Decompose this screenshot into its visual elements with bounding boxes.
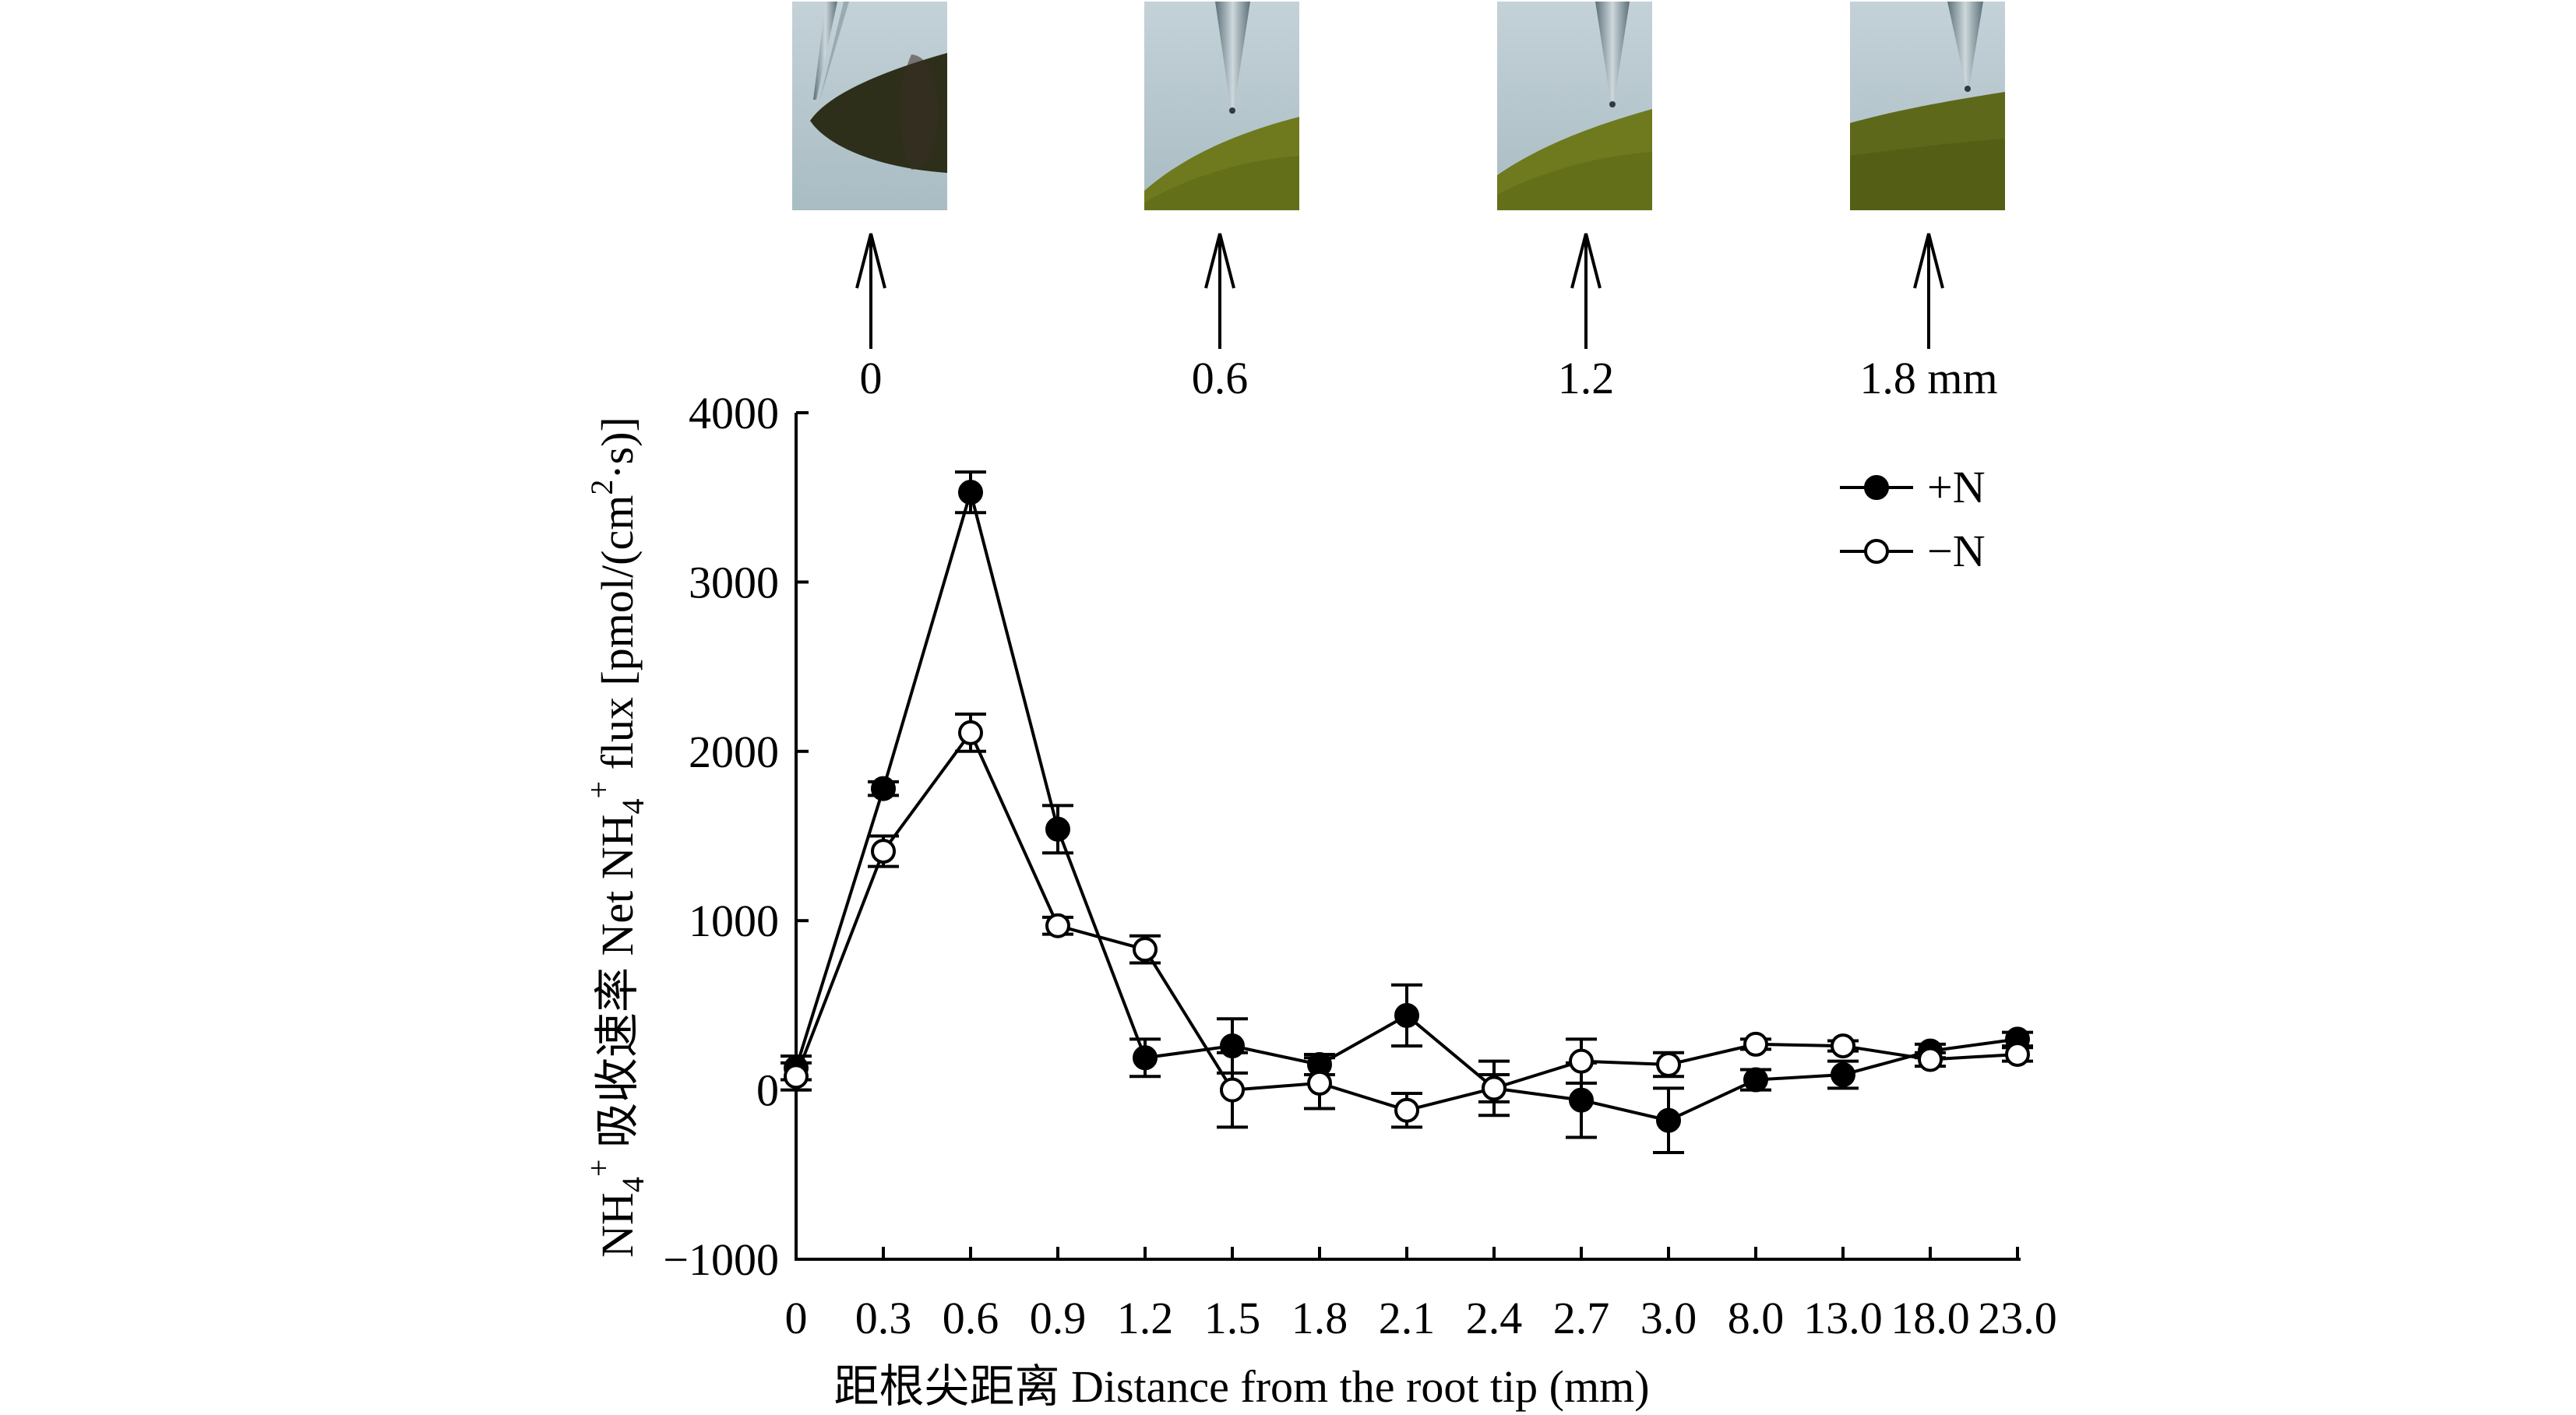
y-tick-label: −1000 (663, 1234, 779, 1285)
data-point (2005, 1041, 2030, 1067)
x-tick-label: 1.8 (1292, 1293, 1348, 1343)
y-tick-label: 2000 (689, 727, 779, 777)
photo-panel-1 (1144, 2, 1299, 210)
x-tick-label: 0.6 (943, 1293, 999, 1343)
data-point (1656, 1107, 1681, 1133)
x-tick-label: 18.0 (1891, 1293, 1970, 1343)
data-point (1569, 1087, 1594, 1113)
data-point (1045, 816, 1070, 842)
data-point (1569, 1048, 1594, 1074)
y-ticks: −1000 0 1000 2000 3000 4000 (663, 388, 809, 1285)
data-point (1394, 1097, 1419, 1123)
x-tick-label: 8.0 (1728, 1293, 1785, 1343)
photo-panel-3 (1850, 2, 2005, 210)
photo-panel-2 (1497, 2, 1652, 210)
position-label: 0.6 (1192, 353, 1249, 403)
x-tick-label: 23.0 (1978, 1293, 2057, 1343)
photo-panel-0 (792, 2, 947, 210)
legend-label: +N (1927, 462, 1986, 512)
data-point (1918, 1047, 1943, 1072)
position-label: 1.2 (1558, 353, 1615, 403)
legend-item-plus-n: +N (1840, 462, 1986, 512)
y-axis-label: NH4+ 吸收速率 Net NH4+ flux [pmol/(cm2·s)] (581, 417, 650, 1258)
legend-marker-filled (1864, 475, 1889, 500)
data-point (1831, 1033, 1855, 1059)
arrow-1 (1204, 233, 1235, 349)
data-point (1394, 1002, 1419, 1028)
data-point (1656, 1051, 1681, 1077)
x-axis-label: 距根尖距离 Distance from the root tip (mm) (833, 1361, 1649, 1412)
x-tick-label: 2.4 (1466, 1293, 1523, 1343)
series-layer (781, 470, 2033, 1155)
position-arrows (855, 233, 1944, 349)
x-tick-label: 0.9 (1030, 1293, 1087, 1343)
x-tick-label: 3.0 (1640, 1293, 1697, 1343)
y-tick-label: 1000 (689, 896, 779, 946)
position-label: 0 (860, 353, 883, 403)
y-tick-label: 3000 (689, 557, 779, 607)
legend-item-minus-n: −N (1840, 526, 1986, 576)
x-tick-label: 0 (785, 1293, 808, 1343)
x-tick-label: 13.0 (1803, 1293, 1883, 1343)
data-point (1307, 1070, 1332, 1096)
data-point (871, 839, 896, 864)
x-tick-label: 0.3 (855, 1293, 912, 1343)
arrow-3 (1913, 233, 1944, 349)
x-tick-label: 1.5 (1204, 1293, 1261, 1343)
photo-panels (792, 2, 2005, 210)
legend-marker-open (1864, 539, 1889, 564)
data-point (1133, 1045, 1158, 1071)
arrow-2 (1570, 233, 1602, 349)
legend-label: −N (1927, 526, 1986, 576)
arrow-0 (855, 233, 886, 349)
position-labels: 0 0.6 1.2 1.8 mm (860, 353, 1998, 403)
data-point (958, 720, 983, 745)
y-tick-label: 4000 (689, 388, 779, 438)
x-tick-label: 1.2 (1117, 1293, 1174, 1343)
data-point (871, 776, 896, 801)
y-tick-label: 0 (756, 1065, 779, 1116)
x-tick-label: 2.7 (1553, 1293, 1610, 1343)
data-point (1133, 937, 1158, 963)
data-point (1743, 1031, 1768, 1057)
data-point (1045, 913, 1070, 938)
data-point (1743, 1067, 1768, 1093)
legend: +N −N (1840, 462, 1986, 576)
x-tick-label: 2.1 (1379, 1293, 1436, 1343)
series-minus-n (781, 712, 2033, 1129)
data-point (1220, 1077, 1245, 1103)
x-ticks: 0 0.3 0.6 0.9 1.2 1.5 1.8 2.1 2.4 2.7 3.0 8.0 13.0 18… (785, 1247, 2057, 1343)
data-point (958, 480, 983, 505)
data-point (784, 1064, 809, 1089)
data-point (1831, 1062, 1855, 1088)
position-label: 1.8 mm (1859, 353, 1997, 403)
data-point (1482, 1075, 1506, 1101)
axes (795, 413, 2021, 1261)
